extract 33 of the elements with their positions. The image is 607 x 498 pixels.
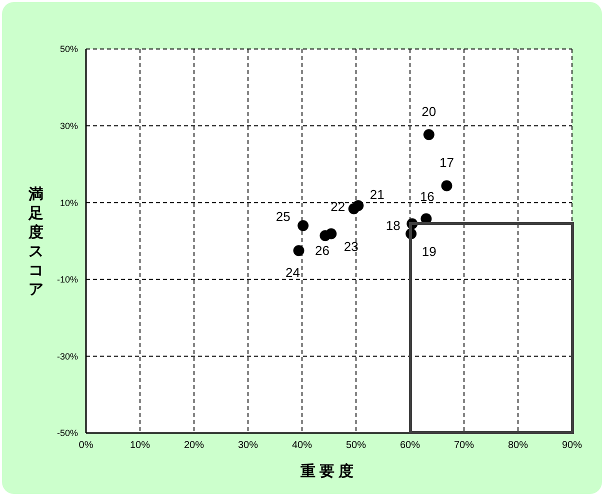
annotation: 26	[314, 243, 330, 258]
annotation: 24	[286, 265, 300, 280]
y-tick-label: -30%	[56, 351, 78, 362]
y-tick-label: 30%	[60, 120, 78, 131]
x-tick-label: 80%	[508, 440, 528, 452]
point	[320, 230, 331, 242]
annotation: 18	[386, 218, 400, 234]
point	[423, 129, 434, 140]
point	[293, 245, 304, 256]
y-tick-label: 50%	[60, 44, 78, 54]
point	[348, 203, 360, 214]
annotation: 19	[422, 244, 436, 260]
x-tick-label: 70%	[454, 440, 474, 452]
y-tick-label: -10%	[56, 274, 78, 285]
x-tick-label: 60%	[400, 440, 420, 452]
x-axis-title: 重要度	[300, 462, 358, 481]
annotation: 25	[276, 209, 290, 224]
x-tick-label: 30%	[238, 440, 258, 452]
y-tick-label: 10%	[60, 198, 78, 208]
point	[298, 220, 309, 232]
annotation: 20	[422, 104, 436, 120]
point	[441, 180, 452, 192]
x-tick-label: 0%	[78, 440, 94, 452]
x-tick-label: 90%	[562, 440, 582, 452]
y-axis-title: 満足度スコア	[27, 185, 44, 299]
x-tick-label: 10%	[130, 440, 150, 452]
y-tick-label: -50%	[56, 428, 78, 438]
annotation: 17	[439, 155, 454, 170]
x-tick-label: 20%	[184, 440, 204, 452]
annotation: 21	[370, 187, 384, 202]
x-tick-label: 40%	[292, 440, 312, 452]
x-tick-label: 50%	[346, 440, 366, 452]
annotation: 16	[420, 189, 434, 204]
